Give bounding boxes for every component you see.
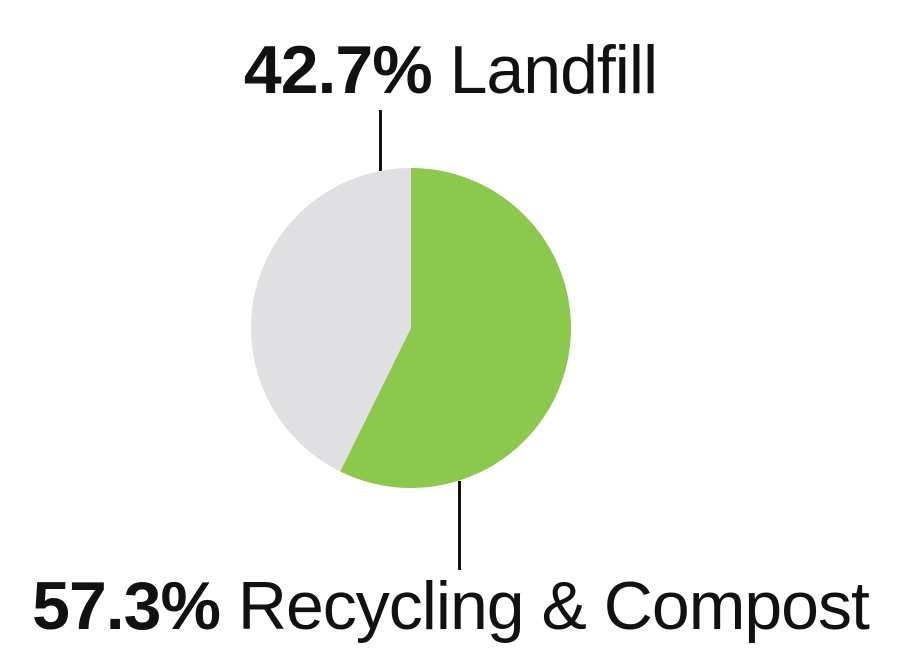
- pie-slice-landfill: [251, 168, 411, 472]
- landfill-name: Landfill: [449, 32, 658, 108]
- landfill-callout-line: [379, 110, 382, 171]
- label-landfill: 42.7% Landfill: [0, 30, 901, 110]
- landfill-percent-value: 42.7%: [243, 32, 433, 108]
- label-recycling: 57.3% Recycling & Compost: [0, 566, 901, 646]
- pie-chart: [251, 168, 571, 488]
- recycling-percent-value: 57.3%: [32, 568, 221, 644]
- pie-slice-recycling-compost: [340, 168, 571, 488]
- recycling-callout-line: [458, 481, 461, 570]
- recycling-name: Recycling & Compost: [237, 568, 870, 644]
- pie-chart-svg: [251, 168, 571, 488]
